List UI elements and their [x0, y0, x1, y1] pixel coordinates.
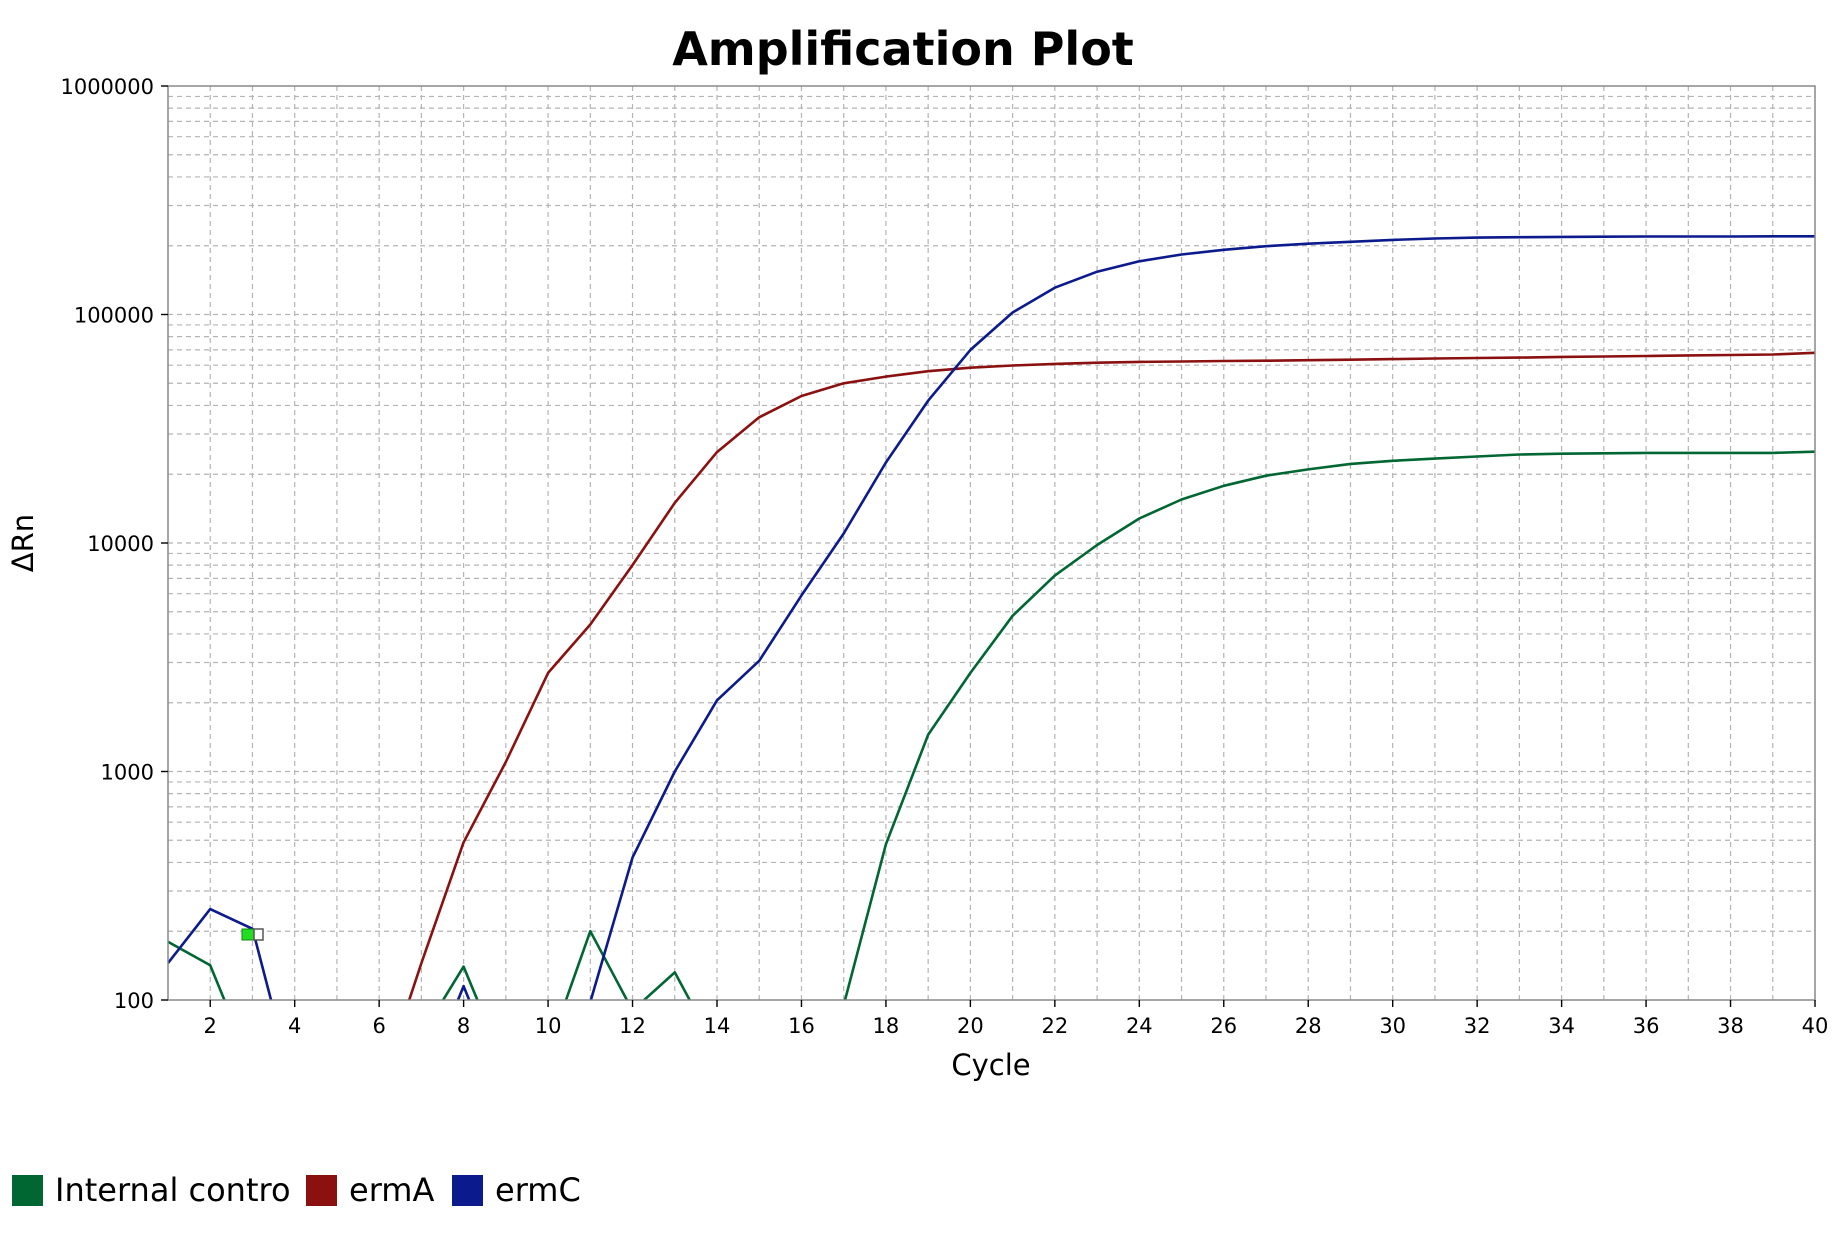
x-tick-label: 2: [204, 1014, 217, 1038]
x-tick-label: 16: [788, 1014, 815, 1038]
legend-label: ermC: [495, 1171, 581, 1209]
legend: Internal contro ermA ermC: [12, 1171, 581, 1209]
x-tick-label: 38: [1717, 1014, 1744, 1038]
chart-title: Amplification Plot: [672, 22, 1134, 76]
cursor-marker: [241, 928, 264, 941]
y-tick-label: 100000: [74, 304, 154, 328]
x-tick-label: 36: [1633, 1014, 1660, 1038]
series-lines: [168, 235, 1815, 1000]
y-tick-label: 10000: [87, 532, 154, 556]
x-tick-label: 8: [457, 1014, 470, 1038]
legend-swatch: [12, 1175, 43, 1206]
legend-swatch: [452, 1175, 483, 1206]
x-tick-label: 30: [1379, 1014, 1406, 1038]
x-axis-label: Cycle: [951, 1048, 1030, 1082]
x-tick-label: 40: [1802, 1014, 1829, 1038]
y-axis-label: ΔRn: [6, 514, 40, 572]
x-tick-label: 14: [704, 1014, 731, 1038]
y-tick-label: 1000000: [60, 75, 154, 99]
grid: [168, 86, 1815, 1000]
x-tick-label: 26: [1210, 1014, 1237, 1038]
x-tick-label: 24: [1126, 1014, 1153, 1038]
x-tick-label: 6: [372, 1014, 385, 1038]
series-line-ermc: [168, 235, 1815, 1000]
selection-marker-icon[interactable]: [241, 928, 255, 941]
x-axis-ticks: 2 4 6 8 10 12 14 16 18 20 22 24 26 28 30 32 34 36 38 40: [204, 1000, 1829, 1038]
x-tick-label: 10: [535, 1014, 562, 1038]
x-tick-label: 20: [957, 1014, 984, 1038]
x-tick-label: 12: [619, 1014, 646, 1038]
y-tick-label: 100: [114, 989, 154, 1013]
x-tick-label: 4: [288, 1014, 301, 1038]
legend-swatch: [306, 1175, 337, 1206]
legend-label: ermA: [349, 1171, 434, 1209]
x-tick-label: 32: [1464, 1014, 1491, 1038]
series-line-internal-contro: [168, 450, 1815, 1000]
legend-label: Internal contro: [55, 1171, 291, 1209]
series-line-erma: [407, 351, 1815, 1000]
y-axis-ticks: 100 1000 10000 100000 1000000: [60, 75, 168, 1013]
x-tick-label: 34: [1548, 1014, 1575, 1038]
x-tick-label: 28: [1295, 1014, 1322, 1038]
y-tick-label: 1000: [101, 761, 154, 785]
x-tick-label: 18: [873, 1014, 900, 1038]
x-tick-label: 22: [1041, 1014, 1068, 1038]
selection-handle-icon[interactable]: [253, 928, 264, 941]
